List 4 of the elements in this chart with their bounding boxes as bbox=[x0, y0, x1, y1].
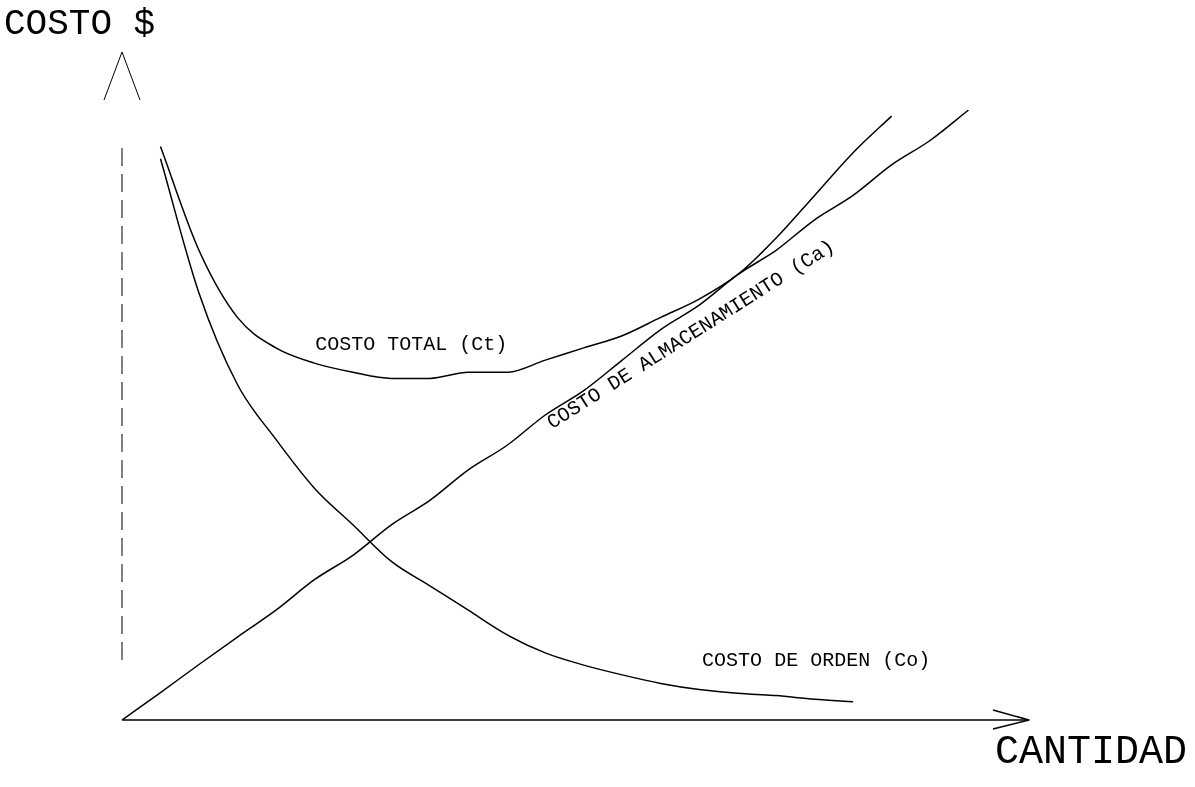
series-label: COSTO TOTAL (Ct) bbox=[315, 333, 508, 357]
y-axis-title: COSTO $ bbox=[4, 4, 156, 45]
x-axis-title: CANTIDAD bbox=[994, 730, 1187, 775]
series-label: COSTO DE ORDEN (Co) bbox=[702, 648, 931, 672]
